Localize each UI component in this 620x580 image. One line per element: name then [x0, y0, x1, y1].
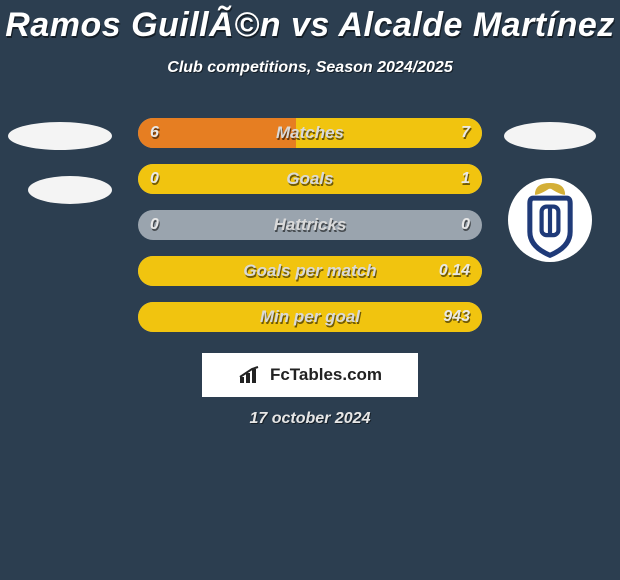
brand-badge: FcTables.com: [202, 353, 418, 397]
date-label: 17 october 2024: [0, 410, 620, 428]
stat-row: Min per goal943: [138, 302, 482, 332]
stat-value-right: 7: [461, 118, 470, 148]
brand-label: FcTables.com: [270, 365, 382, 385]
stat-label: Matches: [138, 118, 482, 148]
stat-value-right: 943: [443, 302, 470, 332]
stat-value-left: 0: [150, 164, 159, 194]
player2-avatar: [504, 122, 596, 150]
stat-value-right: 0.14: [439, 256, 470, 286]
stat-label: Hattricks: [138, 210, 482, 240]
stat-label: Goals: [138, 164, 482, 194]
brand-icon: [238, 365, 264, 385]
player2-crest: [508, 178, 592, 262]
page-title: Ramos GuillÃ©n vs Alcalde Martínez: [0, 0, 620, 45]
player1-avatar: [8, 122, 112, 150]
stat-label: Min per goal: [138, 302, 482, 332]
stat-label: Goals per match: [138, 256, 482, 286]
stat-value-left: 6: [150, 118, 159, 148]
stat-value-right: 1: [461, 164, 470, 194]
stat-row: Matches6 7: [138, 118, 482, 148]
stat-row: Goals per match0.14: [138, 256, 482, 286]
page-subtitle: Club competitions, Season 2024/2025: [0, 59, 620, 77]
stat-value-right: 0: [461, 210, 470, 240]
stat-value-left: 0: [150, 210, 159, 240]
stat-row: Goals0 1: [138, 164, 482, 194]
stat-row: Hattricks0 0: [138, 210, 482, 240]
player1-club-avatar: [28, 176, 112, 204]
